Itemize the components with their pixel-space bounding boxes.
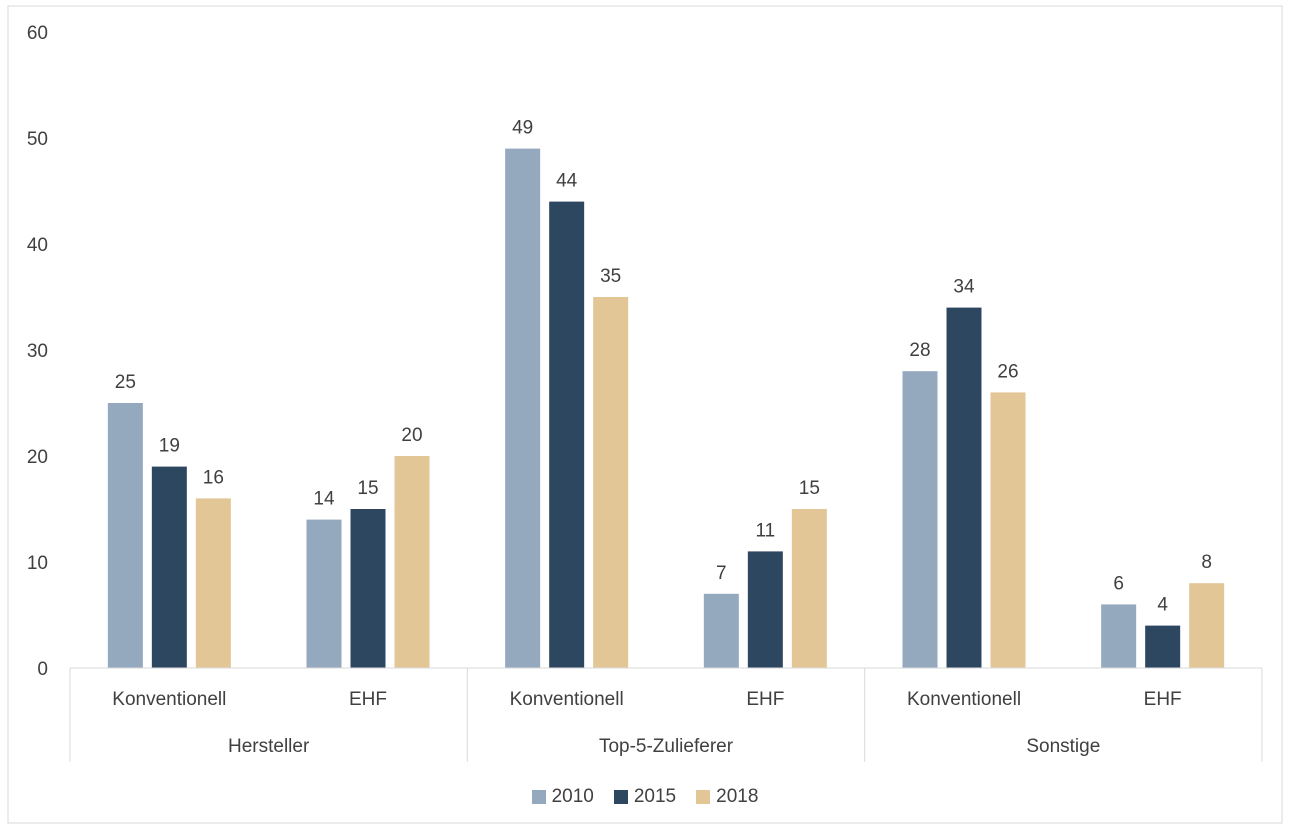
legend-label: 2010 xyxy=(551,786,594,807)
legend-item-2018: 2018 xyxy=(696,786,758,808)
y-tick-label: 60 xyxy=(27,23,48,44)
bar-2015-3 xyxy=(549,201,585,668)
legend-item-2010: 2010 xyxy=(531,786,594,808)
y-tick-label: 50 xyxy=(27,129,48,150)
data-label-2015-5: 34 xyxy=(953,277,975,298)
bar-2010-4 xyxy=(703,593,739,668)
y-tick-label: 30 xyxy=(27,341,48,362)
data-label-2010-1: 25 xyxy=(115,372,136,393)
data-label-2018-3: 35 xyxy=(600,266,621,287)
legend-swatch xyxy=(613,790,628,804)
bar-2015-6 xyxy=(1145,625,1181,668)
y-tick-label: 20 xyxy=(27,447,48,468)
bar-series xyxy=(107,148,1225,669)
bar-2018-3 xyxy=(593,297,629,668)
legend-swatch xyxy=(696,790,711,804)
y-tick-label: 40 xyxy=(27,235,48,256)
data-label-2015-2: 15 xyxy=(357,478,378,499)
legend-item-2015: 2015 xyxy=(613,786,677,808)
group-label: Top-5-Zulieferer xyxy=(599,736,734,757)
bar-2018-5 xyxy=(990,392,1026,668)
chart-border xyxy=(7,5,1283,824)
data-label-2018-6: 8 xyxy=(1201,552,1212,573)
bar-2010-2 xyxy=(306,519,342,668)
bar-2010-6 xyxy=(1101,604,1137,668)
subcategory-label: EHF xyxy=(746,689,784,710)
subcategory-label: Konventionell xyxy=(907,689,1021,710)
data-label-2010-3: 49 xyxy=(512,118,533,139)
data-label-2010-2: 14 xyxy=(313,489,335,510)
bar-2015-2 xyxy=(350,509,386,668)
data-label-2015-3: 44 xyxy=(556,171,578,192)
legend: 2010 2015 2018 xyxy=(0,786,1290,808)
bar-2018-2 xyxy=(394,456,430,668)
subcategory-label: Konventionell xyxy=(112,689,226,710)
bar-2010-5 xyxy=(902,371,938,668)
y-axis: 0 10 20 30 40 50 60 xyxy=(27,23,48,680)
bar-2018-1 xyxy=(195,498,231,668)
bar-2010-3 xyxy=(505,148,541,669)
data-label-2018-1: 16 xyxy=(203,467,224,488)
bar-2015-5 xyxy=(946,307,982,668)
subcategory-label: Konventionell xyxy=(510,689,624,710)
bar-2015-1 xyxy=(151,466,187,668)
subcategory-label: EHF xyxy=(349,689,387,710)
legend-label: 2018 xyxy=(716,786,759,807)
data-label-2010-5: 28 xyxy=(909,340,930,361)
data-label-2015-4: 11 xyxy=(755,520,775,541)
data-label-2015-1: 19 xyxy=(159,436,180,457)
data-label-2018-5: 26 xyxy=(997,361,1018,382)
data-label-2018-2: 20 xyxy=(401,425,422,446)
data-label-2010-6: 6 xyxy=(1113,573,1124,594)
group-label: Hersteller xyxy=(228,736,310,757)
y-tick-label: 10 xyxy=(27,553,48,574)
data-label-2010-4: 7 xyxy=(716,563,727,584)
group-label: Sonstige xyxy=(1026,736,1100,757)
legend-swatch xyxy=(531,790,546,804)
legend-label: 2015 xyxy=(633,786,677,807)
subcategory-label: EHF xyxy=(1144,689,1182,710)
x-axis: Konventionell EHF Hersteller Konventionell E… xyxy=(69,667,1263,762)
data-label-2018-4: 15 xyxy=(799,478,820,499)
data-label-2015-6: 4 xyxy=(1157,595,1168,616)
bar-2018-6 xyxy=(1189,583,1225,668)
bar-2018-4 xyxy=(791,509,827,668)
bar-2010-1 xyxy=(107,403,143,668)
y-tick-label: 0 xyxy=(37,659,48,680)
data-labels: 25 14 49 7 28 6 19 15 44 11 34 4 16 20 35 15 26 8 xyxy=(115,118,1212,616)
bar-2015-4 xyxy=(747,551,783,668)
